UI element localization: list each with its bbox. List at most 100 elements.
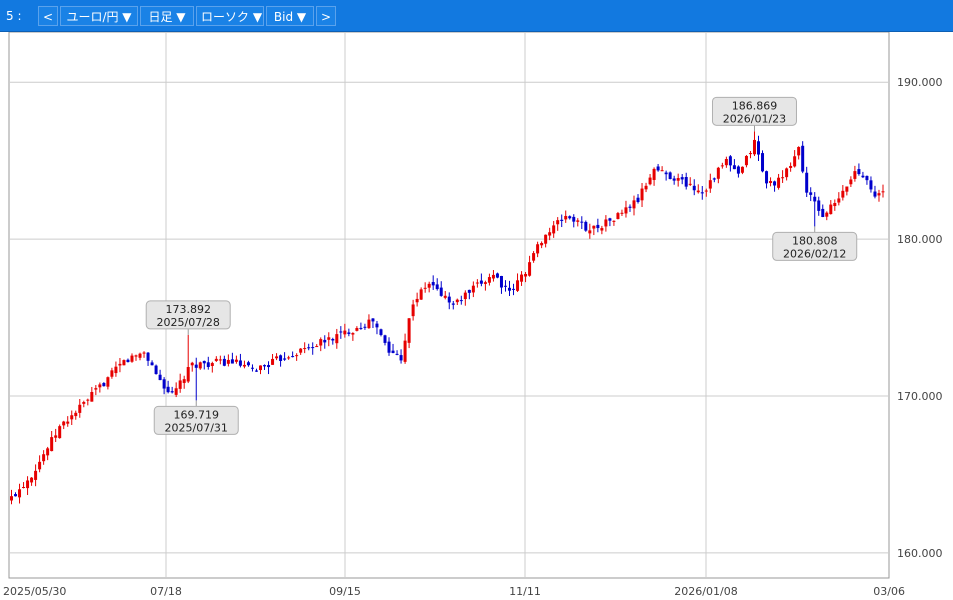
candle-body [250,367,254,369]
candle-body [817,200,821,211]
candle-body [190,362,194,366]
candle-body [793,156,797,167]
candle-body [869,180,873,190]
candle-body [656,166,660,171]
candle-body [439,287,443,296]
candle-body [307,347,311,349]
x-tick-label: 11/11 [509,585,541,598]
candle-body [849,179,853,185]
candle-body [596,224,600,229]
candle-body [516,280,520,291]
candle-body [552,225,556,234]
candle-body [323,339,327,343]
candle-body [761,153,765,172]
candle-body [487,277,491,283]
candle-body [608,218,612,221]
candle-body [475,282,479,284]
candle-body [14,494,18,497]
candle-body [242,364,246,367]
candle-body [10,496,13,501]
candle-body [54,435,58,438]
candle-body [648,177,652,185]
candle-body [283,358,287,360]
candle-body [26,480,30,489]
candle-body [789,165,793,168]
candle-body [130,355,134,362]
candle-body [126,359,130,363]
candle-body [853,171,857,179]
candle-body [769,181,773,183]
candle-body [837,198,841,203]
candle-body [636,197,640,202]
candle-body [379,329,383,335]
candle-body [246,362,250,366]
prev-button[interactable]: < [38,6,58,26]
candle-body [684,176,688,187]
candle-body [495,273,499,278]
candle-body [186,367,190,382]
candle-body [138,353,142,358]
candle-body [162,379,166,389]
candle-body [82,402,86,404]
annotation-date: 2025/07/28 [157,316,220,329]
candle-body [508,287,511,291]
candle-body [524,273,528,277]
candle-body [528,262,532,276]
chart-type-dropdown[interactable]: ローソク ▼ [196,6,264,26]
candle-body [797,147,801,156]
candle-body [66,421,70,424]
candle-body [287,357,291,359]
y-tick-label: 160.000 [897,547,943,560]
candle-body [299,348,303,353]
candle-body [877,193,881,196]
currency-pair-dropdown[interactable]: ユーロ/円 ▼ [60,6,138,26]
candle-body [291,356,295,358]
candle-body [479,280,483,284]
candle-body [50,437,54,452]
x-tick-label: 2026/01/08 [674,585,737,598]
candle-body [194,364,198,368]
candle-body [660,170,664,172]
period-dropdown[interactable]: 日足 ▼ [140,6,194,26]
candle-body [584,221,588,231]
candle-body [881,191,885,193]
candle-body [174,388,178,395]
x-tick-label: 2025/05/30 [3,585,66,598]
candle-body [315,346,319,348]
candle-body [873,191,877,197]
candle-body [640,188,644,201]
candlestick-chart: 160.000 170.000 180.000 190.000 2025/05/30 0… [0,32,953,600]
price-type-dropdown[interactable]: Bid ▼ [266,6,314,26]
candle-body [512,288,516,290]
candle-body [411,304,415,317]
candle-body [628,206,632,208]
candle-body [604,219,608,227]
candle-body [134,355,138,357]
candle-body [736,166,740,174]
candle-body [86,399,90,401]
candle-body [18,489,22,498]
candle-body [166,386,170,393]
annotation-value: 186.869 [732,99,778,112]
candle-body [423,287,427,289]
candle-body [560,219,564,221]
candle-body [78,404,82,413]
candle-body [383,335,387,343]
candle-body [303,348,307,350]
candle-body [499,275,503,288]
candle-body [708,180,712,189]
candle-body [443,295,447,298]
candle-body [70,415,74,420]
candle-body [716,167,720,179]
candle-body [363,326,367,328]
candle-body [118,363,122,366]
candle-body [427,283,431,288]
candle-body [740,166,744,173]
candle-body [576,220,580,222]
candle-body [30,477,34,483]
candle-body [375,323,379,328]
candle-body [222,358,226,366]
candle-body [757,141,760,155]
next-button[interactable]: > [316,6,336,26]
